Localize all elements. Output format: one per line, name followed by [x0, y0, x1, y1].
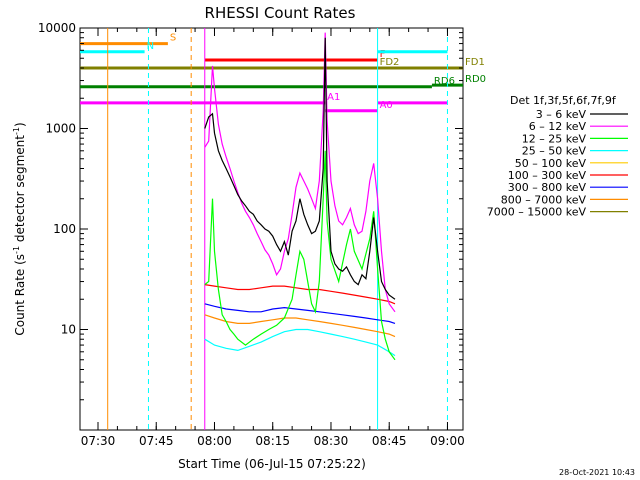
legend-label: 50 – 100 keV: [515, 157, 587, 170]
series-line-magenta: [204, 32, 396, 313]
y-tick-label: 10000: [38, 21, 76, 35]
series-layer: [204, 32, 396, 361]
y-label-mid: detector segment: [13, 135, 27, 246]
legend-label: 100 – 300 keV: [508, 169, 587, 182]
x-tick-label: 08:15: [255, 434, 290, 448]
x-tick-label: 08:30: [314, 434, 349, 448]
x-tick-label: 07:45: [139, 434, 174, 448]
legend-title: Det 1f,3f,5f,6f,7f,9f: [510, 94, 617, 107]
x-tick-label: 08:00: [197, 434, 232, 448]
vertical-markers: [107, 28, 448, 430]
x-axis-ticks: 07:30 07:45 08:00 08:15 08:30 08:45 09:00: [81, 28, 465, 448]
series-line-red: [204, 284, 396, 305]
flag-label-s: S: [170, 33, 176, 44]
legend-label: 7000 – 15000 keV: [487, 206, 587, 219]
y-axis-label: Count Rate (s-1 detector segment-1): [12, 122, 27, 335]
flag-label-fd2: FD2: [380, 57, 400, 68]
y-label-sup1: -1: [12, 246, 21, 254]
series-line-blue: [204, 303, 396, 324]
x-tick-label: 07:30: [81, 434, 116, 448]
series-line-black: [204, 37, 396, 300]
chart-title: RHESSI Count Rates: [205, 4, 356, 22]
y-tick-label: 100: [53, 222, 76, 236]
legend-label: 12 – 25 keV: [522, 132, 587, 145]
legend-label: 25 – 50 keV: [522, 145, 587, 158]
plot-frame: [79, 27, 464, 431]
flag-label-a1: A1: [327, 92, 340, 103]
legend-label: 3 – 6 keV: [536, 108, 587, 121]
y-label-main: Count Rate (s: [13, 254, 27, 336]
flag-label-fd1: FD1: [465, 57, 485, 68]
footer-timestamp: 28-Oct-2021 10:43: [559, 468, 635, 477]
flag-label-rd6: RD6: [434, 76, 455, 87]
flag-label-n: N: [147, 41, 154, 52]
y-label-sup2: -1: [12, 127, 21, 135]
legend-label: 800 – 7000 keV: [501, 193, 587, 206]
series-line-orange: [204, 314, 396, 338]
legend-label: 6 – 12 keV: [529, 120, 587, 133]
series-line-green: [204, 150, 396, 361]
series-line-cyan: [204, 328, 396, 357]
x-tick-label: 08:45: [372, 434, 407, 448]
flags-layer: S N F FD1 FD2 RD0 RD6 A0 A1: [80, 33, 486, 113]
flag-label-rd0: RD0: [465, 74, 486, 85]
x-tick-label: 09:00: [430, 434, 465, 448]
legend-label: 300 – 800 keV: [508, 181, 587, 194]
y-label-end: ): [13, 122, 27, 127]
flag-label-f: F: [380, 49, 386, 60]
y-tick-label: 1000: [45, 122, 76, 136]
y-tick-label: 10: [61, 323, 76, 337]
x-axis-label: Start Time (06-Jul-15 07:25:22): [178, 457, 366, 471]
y-axis-ticks: 10 100 1000 10000: [38, 21, 463, 401]
flag-label-a0: A0: [380, 100, 393, 111]
